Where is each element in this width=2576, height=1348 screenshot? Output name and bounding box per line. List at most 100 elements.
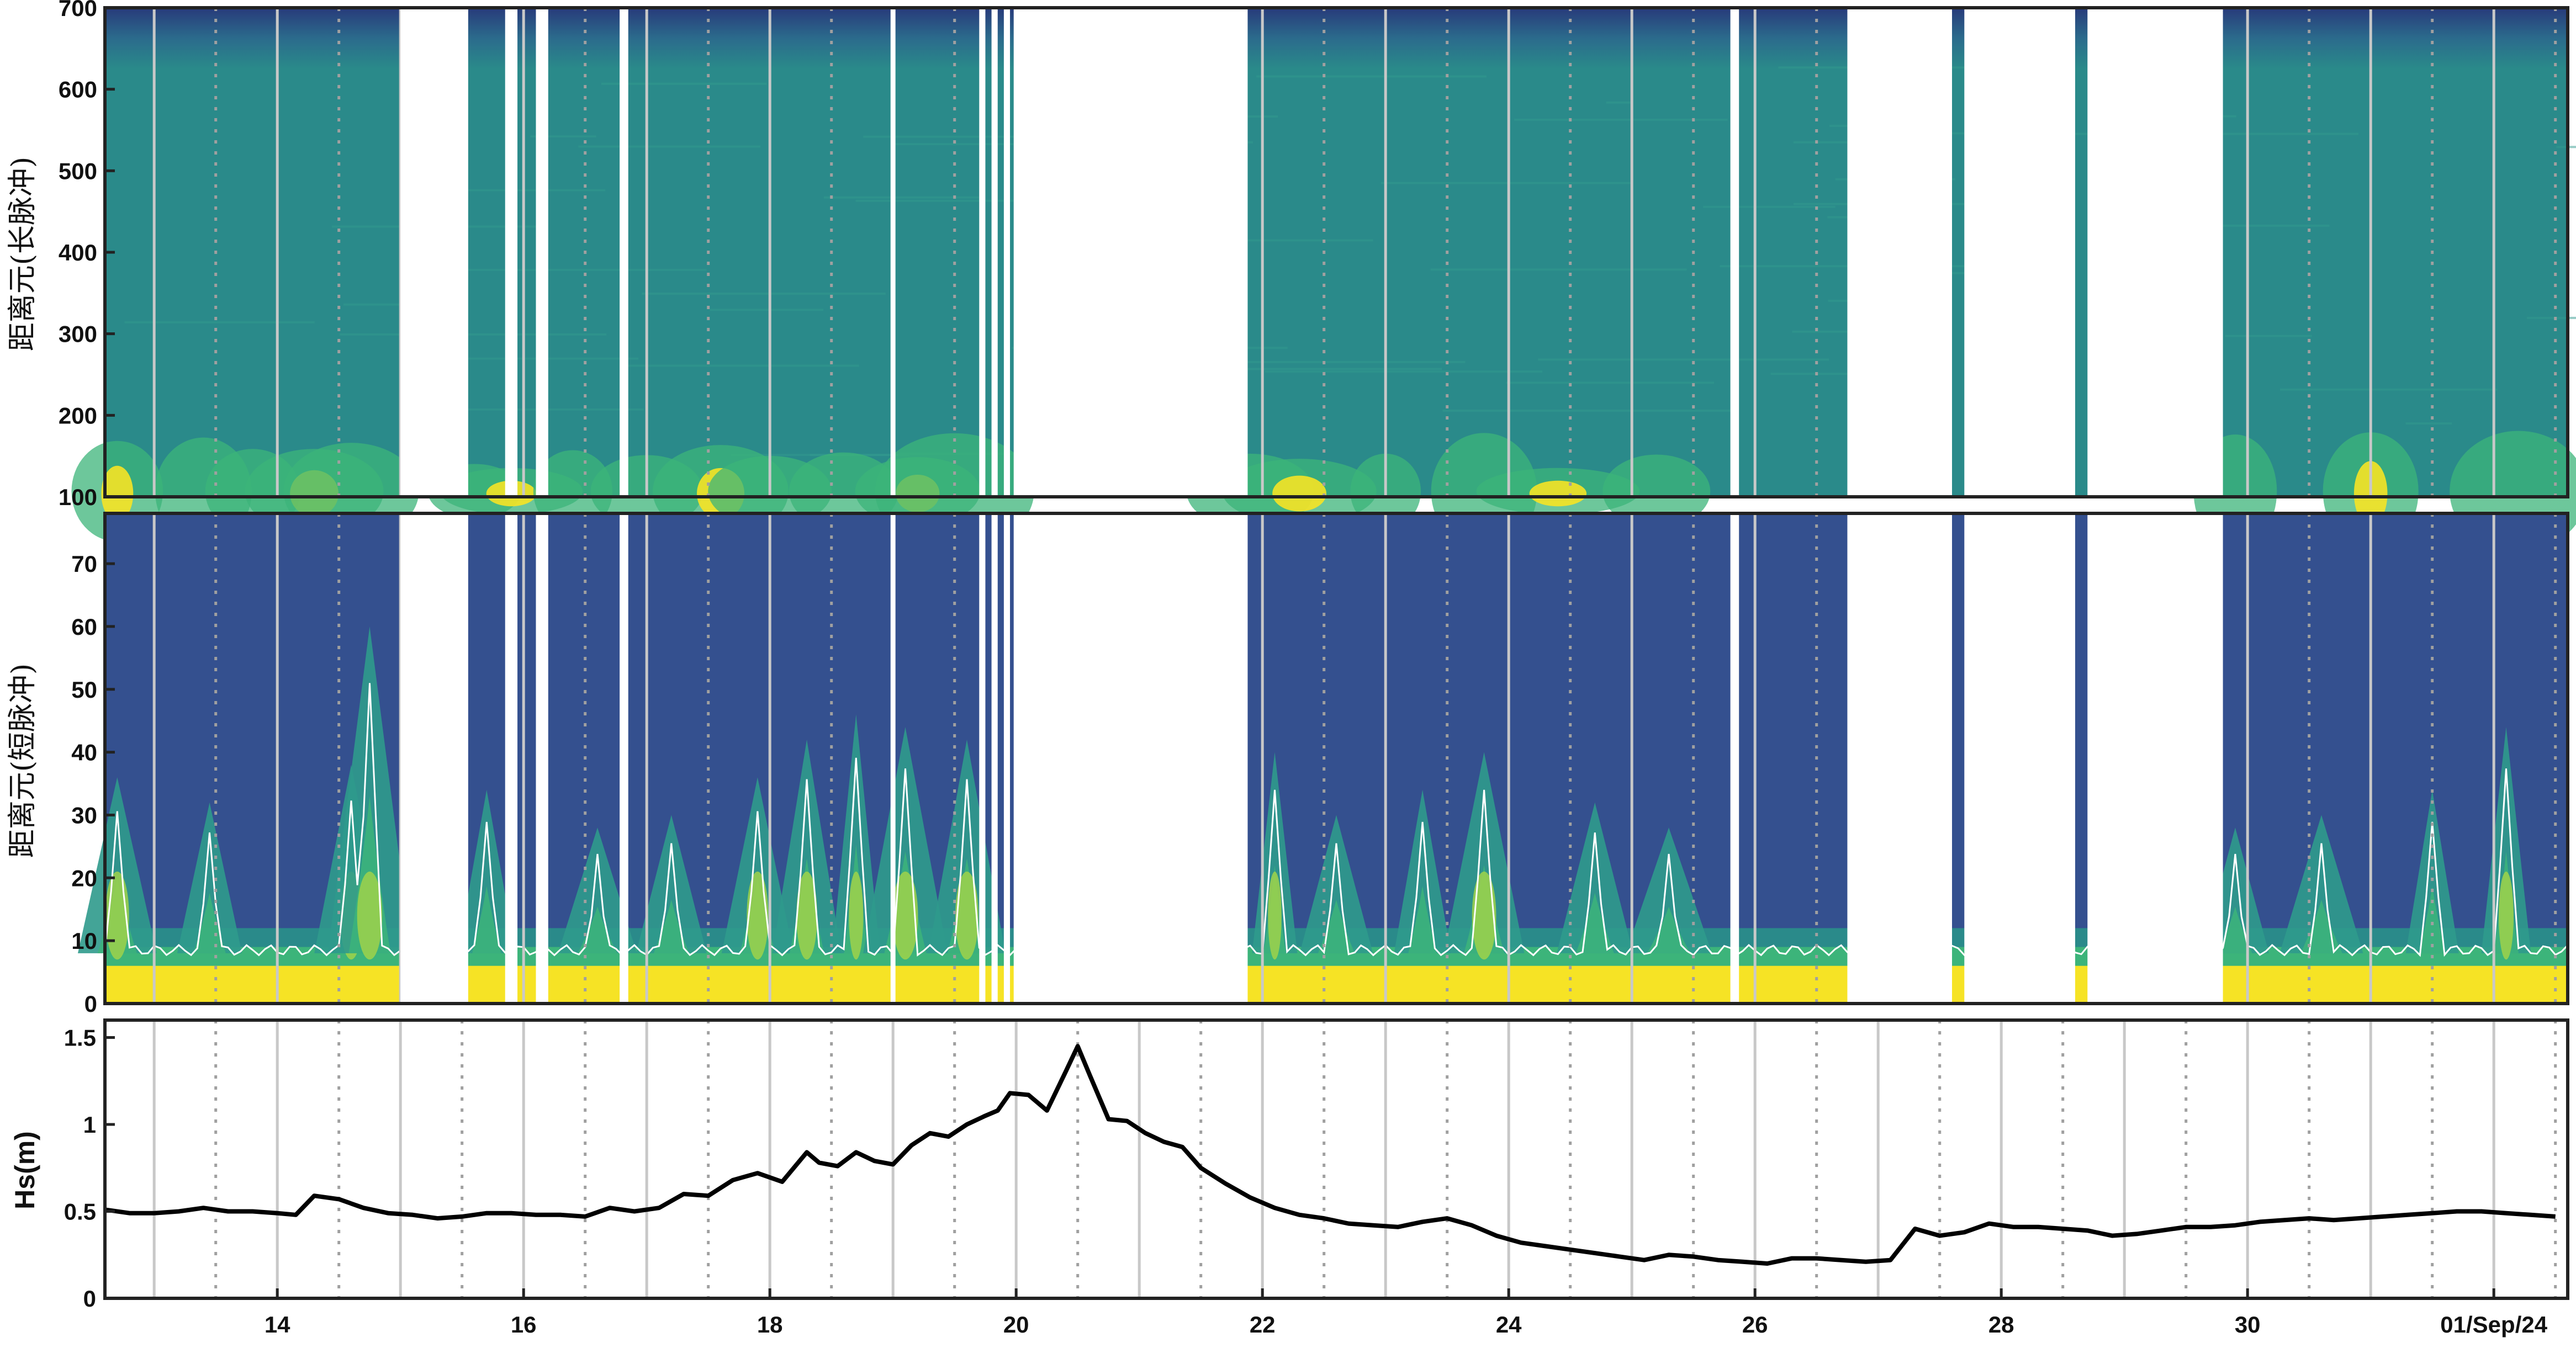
- plume-hot: [747, 871, 769, 960]
- data-gap: [620, 513, 628, 1004]
- data-gap: [1730, 8, 1739, 497]
- plume: [1626, 827, 1712, 953]
- plume: [1394, 789, 1451, 953]
- xtick-label: 20: [1003, 1312, 1029, 1338]
- streak: [340, 333, 607, 336]
- streak: [1178, 368, 1442, 370]
- plume-hot: [955, 871, 978, 960]
- streak: [601, 82, 767, 85]
- plume: [77, 777, 157, 953]
- data-gap: [1003, 8, 1011, 497]
- ytick-label: 200: [59, 402, 97, 428]
- hs-series-line: [104, 1044, 2556, 1266]
- plume: [863, 727, 948, 953]
- streak: [124, 321, 315, 323]
- blob-core: [1272, 475, 1326, 512]
- data-gap: [1847, 513, 1952, 1004]
- hs-ylabel: Hs(m): [9, 1131, 40, 1209]
- long-pulse-panel: 100 200 300 400 500 600 700: [59, 0, 2576, 552]
- streak: [619, 364, 859, 367]
- ytick-label: 50: [71, 677, 97, 703]
- xtick-label: 24: [1496, 1312, 1522, 1338]
- streak: [710, 309, 824, 311]
- data-gap: [1003, 513, 1011, 1004]
- streak: [1380, 182, 1631, 184]
- ytick-label: 0: [83, 1286, 96, 1312]
- streak: [1827, 216, 1855, 219]
- xtick-label: 18: [757, 1312, 783, 1338]
- streak: [1538, 358, 1829, 361]
- streak: [1506, 381, 1715, 384]
- plume: [721, 777, 794, 953]
- plume-core: [2218, 906, 2252, 953]
- data-gap: [400, 8, 468, 497]
- long-pulse-ylabel: 距离元(长脉冲): [6, 157, 39, 352]
- ytick-label: 300: [59, 321, 97, 347]
- data-gap: [505, 8, 518, 497]
- plume: [832, 714, 880, 953]
- plume: [772, 739, 842, 953]
- plume-hot: [2499, 871, 2514, 960]
- data-gap: [1013, 8, 1248, 497]
- ytick-label: 60: [71, 614, 97, 640]
- data-gap: [991, 513, 998, 1004]
- plume-core: [193, 893, 226, 953]
- plume: [2405, 789, 2459, 953]
- xtick-label: 14: [265, 1312, 290, 1338]
- plume: [636, 815, 707, 953]
- streak: [1703, 205, 1836, 208]
- ytick-label: 1.5: [64, 1025, 96, 1051]
- data-gap: [400, 513, 468, 1004]
- ytick-label: 400: [59, 240, 97, 266]
- streak: [2405, 422, 2452, 425]
- streak: [1265, 370, 1543, 373]
- plume-hot: [892, 871, 918, 960]
- streak: [2222, 224, 2330, 227]
- xtick-label: 28: [1988, 1312, 2014, 1338]
- data-gap: [890, 8, 896, 497]
- short-pulse-ylabel: 距离元(短脉冲): [6, 664, 39, 858]
- xtick-label: 22: [1250, 1312, 1276, 1338]
- ytick-label: 500: [59, 158, 97, 184]
- blob: [1602, 454, 1711, 528]
- short-pulse-frame: [103, 512, 2569, 1005]
- plume: [327, 626, 412, 953]
- blob-core: [1529, 480, 1587, 507]
- plume: [1443, 752, 1525, 953]
- streak: [731, 454, 899, 457]
- data-gap: [2087, 8, 2223, 497]
- ytick-label: 700: [59, 0, 97, 21]
- streak: [343, 303, 402, 306]
- streak: [823, 196, 981, 199]
- plume-hot: [849, 871, 864, 960]
- data-gap: [1013, 513, 1248, 1004]
- hs-panel: 0 0.5 1 1.5 14 16 18 20 22 24 26 28 30 01/Sep/24: [64, 1018, 2569, 1338]
- ytick-label: 600: [59, 77, 97, 103]
- streak: [863, 135, 1033, 138]
- ytick-label: 70: [71, 551, 97, 577]
- hs-frame: [103, 1018, 2569, 1300]
- ytick-label: 20: [71, 865, 97, 891]
- streak: [1210, 239, 1373, 242]
- ytick-label: 0.5: [64, 1199, 96, 1225]
- plume-core: [578, 906, 617, 953]
- streak: [1256, 75, 1487, 78]
- streak: [1430, 268, 1687, 271]
- ytick-label: 40: [71, 740, 97, 766]
- data-gap: [979, 8, 986, 497]
- plume: [1557, 802, 1633, 953]
- streak: [409, 408, 644, 411]
- data-gap: [991, 8, 998, 497]
- data-gap: [1964, 513, 2075, 1004]
- plume-core: [1575, 893, 1614, 953]
- streak: [1442, 410, 1733, 412]
- streak: [892, 143, 1047, 146]
- ytick-label: 30: [71, 802, 97, 828]
- data-gap: [890, 513, 896, 1004]
- plume: [928, 739, 1006, 953]
- data-gap: [1730, 513, 1739, 1004]
- streak: [2526, 316, 2576, 319]
- streak: [1221, 360, 1466, 363]
- xtick-label: 26: [1742, 1312, 1768, 1338]
